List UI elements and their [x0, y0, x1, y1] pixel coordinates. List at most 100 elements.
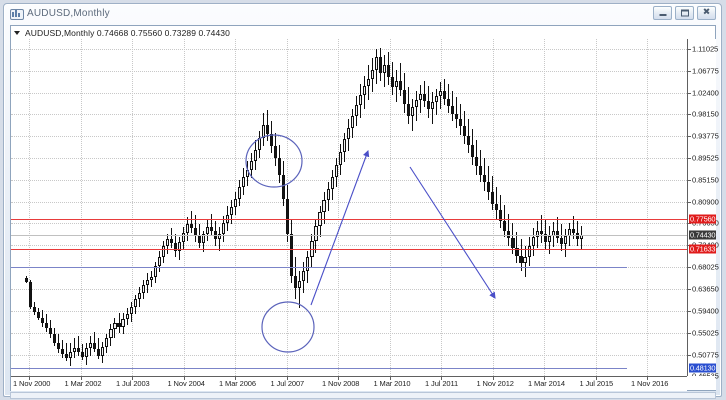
candle-body [165, 239, 169, 246]
candle-body [515, 247, 519, 256]
candle-body [547, 235, 551, 242]
candle-wick [299, 271, 301, 308]
time-tick [595, 377, 597, 380]
gridline-horizontal [11, 244, 687, 246]
time-tick [29, 377, 30, 380]
minimize-button[interactable] [653, 6, 672, 20]
candle-wick [560, 224, 562, 251]
candle-body [274, 146, 278, 159]
candle-wick [399, 63, 401, 96]
candle-body [254, 149, 258, 161]
time-axis[interactable]: 1 Nov 2000 1 Mar 2002 1 Jul 2003 1 Nov 2004… [11, 376, 687, 391]
candle-body [406, 103, 410, 117]
candle-wick [94, 332, 96, 353]
candle-body [145, 279, 149, 285]
candle-wick [98, 338, 100, 360]
close-button[interactable]: ✖ [697, 6, 716, 20]
ohlc-info-bar: AUDUSD,Monthly 0.74668 0.75560 0.73289 0… [11, 26, 715, 39]
candle-body [414, 99, 419, 108]
candle-body [455, 114, 459, 120]
candle-body [306, 257, 310, 272]
gridline-horizontal [11, 289, 687, 291]
price-tick [688, 289, 691, 291]
time-tick-label: 1 Nov 2004 [167, 379, 205, 388]
price-tick-label: 0.98150 [692, 109, 719, 119]
gridline-horizontal [11, 332, 687, 334]
candle-body [189, 224, 193, 228]
candle-wick [190, 211, 192, 233]
candle-wick [82, 344, 84, 361]
candle-body [390, 77, 394, 88]
candle-body [422, 93, 427, 101]
candle-body [394, 80, 398, 88]
candle-body [491, 192, 495, 204]
price-tick [688, 267, 691, 269]
price-tag: 0.71633 [689, 244, 717, 254]
candle-body [69, 352, 73, 359]
chart-window: AUDUSD,Monthly ✖ AUDUSD,Monthly 0.74668 … [3, 3, 722, 399]
price-tag: 0.77560 [689, 214, 717, 224]
candle-body [101, 347, 105, 356]
candle-body [113, 322, 117, 330]
price-tick-label: 0.50775 [692, 350, 719, 359]
candle-body [410, 107, 414, 117]
gridline-vertical [80, 39, 82, 376]
trendline-blue-mid [11, 267, 627, 269]
candle-body [503, 220, 507, 231]
candle-wick [540, 215, 542, 243]
current-price-line [11, 234, 687, 236]
candle-wick [456, 97, 458, 128]
gridline-vertical [338, 39, 339, 376]
candle-wick [556, 217, 558, 243]
price-tick [688, 92, 691, 94]
candle-body [97, 349, 101, 356]
candle-body [121, 318, 125, 327]
time-tick-label: 1 Jul 2015 [579, 379, 614, 388]
candle-body [177, 241, 181, 251]
candle-body [298, 281, 302, 289]
gridline-horizontal [11, 201, 687, 203]
price-tick-label: 0.59400 [692, 306, 719, 316]
gridline-vertical [647, 39, 648, 376]
candle-body [354, 104, 358, 117]
price-tick-label: 1.11025 [692, 44, 719, 54]
candle-body [230, 207, 234, 216]
candle-body [246, 169, 250, 177]
price-axis[interactable]: 1.11025 1.06775 1.02400 0.98150 0.93775 0.895… [687, 39, 719, 390]
time-tick-label: 1 Jul 2007 [270, 379, 305, 388]
candle-body [85, 348, 89, 358]
time-tick-label: 1 Nov 2008 [322, 379, 360, 388]
price-tick-label: 0.63650 [692, 284, 719, 294]
price-tick [688, 332, 691, 334]
candle-body [221, 222, 226, 235]
chart-pane[interactable]: AUDUSD,Monthly 0.74668 0.75560 0.73289 0… [10, 25, 719, 391]
gridline-horizontal [11, 310, 687, 312]
candle-body [511, 237, 515, 248]
candle-body [41, 317, 45, 323]
gridline-horizontal [11, 70, 687, 72]
maximize-button[interactable] [675, 6, 694, 20]
time-tick [286, 377, 288, 380]
horizontal-scrollbar[interactable] [10, 392, 716, 399]
candle-body [282, 174, 286, 199]
gridline-vertical [389, 39, 391, 376]
candle-wick [448, 83, 450, 113]
candle-body [294, 276, 298, 289]
window-titlebar[interactable]: AUDUSD,Monthly ✖ [4, 4, 721, 23]
candle-body [25, 278, 29, 283]
time-tick [80, 377, 82, 380]
time-tick-label: 1 Nov 2000 [13, 379, 51, 388]
candle-body [129, 306, 133, 314]
candle-body [89, 343, 93, 349]
price-plot-area[interactable] [11, 39, 687, 376]
candle-body [555, 230, 559, 238]
price-tick [688, 49, 691, 50]
candle-body [471, 145, 475, 157]
time-tick-label: 1 Nov 2016 [631, 379, 669, 388]
candle-body [447, 98, 451, 106]
candle-body [374, 56, 378, 71]
gridline-horizontal [11, 158, 687, 160]
chart-window-icon [10, 8, 24, 20]
candle-body [37, 311, 41, 318]
dropdown-caret-icon[interactable] [14, 30, 20, 35]
